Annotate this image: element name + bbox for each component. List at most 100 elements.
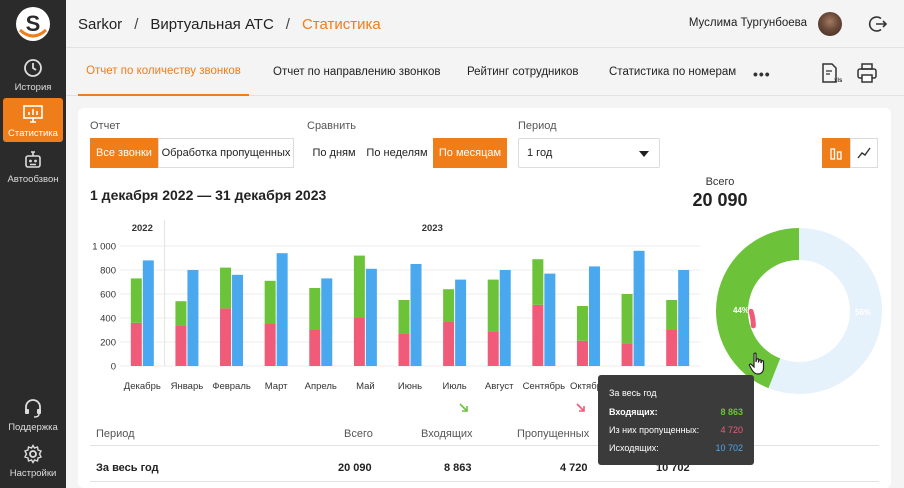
sidebar-item-history[interactable]: История bbox=[3, 52, 63, 96]
compare-by-weeks-button[interactable]: По неделям bbox=[361, 138, 433, 168]
bar-missed bbox=[353, 318, 365, 366]
bar-outgoing bbox=[499, 270, 511, 366]
report-all-calls-button[interactable]: Все звонки bbox=[90, 138, 158, 168]
bar-incoming bbox=[130, 278, 142, 323]
cell-total: 20 090 bbox=[338, 462, 372, 474]
donut-slice-outgoing bbox=[768, 228, 882, 394]
y-tick-label: 1 000 bbox=[92, 242, 116, 253]
tooltip-value: 8 863 bbox=[720, 407, 743, 417]
donut-incoming-percent: 44% bbox=[733, 306, 749, 315]
tooltip-row-missed: Из них пропущенных: 4 720 bbox=[609, 425, 743, 435]
missed-arrow-icon bbox=[576, 403, 585, 412]
bar-outgoing bbox=[588, 266, 600, 366]
x-tick-label: Май bbox=[356, 381, 375, 392]
header: Sarkor / Виртуальная АТС / Статистика Му… bbox=[66, 0, 904, 48]
bar-missed bbox=[532, 304, 544, 366]
statistics-card: Отчет Все звонки Обработка пропущенных С… bbox=[78, 108, 891, 488]
sidebar-item-support[interactable]: Поддержка bbox=[3, 392, 63, 436]
tooltip-row-incoming: Входящих: 8 863 bbox=[609, 407, 743, 417]
breadcrumb-item-company[interactable]: Sarkor bbox=[78, 15, 123, 33]
compare-by-days-button[interactable]: По дням bbox=[307, 138, 361, 168]
x-tick-label: Сентябрь bbox=[523, 381, 566, 392]
bar-incoming bbox=[398, 300, 410, 334]
sidebar-item-label: Автообзвон bbox=[7, 174, 59, 185]
more-tabs-button[interactable]: ••• bbox=[753, 66, 771, 82]
user-name[interactable]: Муслима Тургунбоева bbox=[688, 17, 807, 29]
table-header: Период Всего Входящих Пропущенных bbox=[90, 414, 879, 446]
sidebar: S История Статистика Автообзвон Поддержк… bbox=[0, 0, 66, 488]
x-tick-label: Июль bbox=[442, 381, 466, 392]
bar-missed bbox=[398, 333, 410, 366]
bar-outgoing bbox=[187, 270, 199, 366]
sidebar-item-settings[interactable]: Настройки bbox=[3, 438, 63, 482]
breadcrumb-separator: / bbox=[285, 15, 290, 33]
tooltip-title: За весь год bbox=[609, 388, 743, 398]
x-tick-label: Март bbox=[265, 381, 288, 392]
printer-icon[interactable] bbox=[856, 62, 878, 84]
bar-view-button[interactable] bbox=[822, 138, 850, 168]
y-tick-label: 200 bbox=[100, 338, 116, 349]
header-incoming: Входящих bbox=[421, 428, 473, 440]
sarkor-logo-icon[interactable]: S bbox=[15, 6, 51, 42]
donut-center: Всего 20 090 bbox=[690, 176, 750, 211]
robot-icon bbox=[22, 149, 44, 171]
bar-outgoing bbox=[321, 278, 333, 366]
tooltip-label: Из них пропущенных: bbox=[609, 425, 700, 435]
x-tick-label: Февраль bbox=[212, 381, 251, 392]
bar-incoming bbox=[264, 280, 276, 324]
headset-icon bbox=[22, 397, 44, 419]
sidebar-item-label: Статистика bbox=[8, 128, 58, 139]
bar-incoming bbox=[621, 294, 633, 344]
hand-cursor-icon bbox=[748, 352, 765, 375]
tab-employee-rating[interactable]: Рейтинг сотрудников bbox=[467, 66, 579, 78]
cell-period: За весь год bbox=[96, 462, 159, 474]
bar-outgoing bbox=[365, 268, 377, 366]
sidebar-item-autodial[interactable]: Автообзвон bbox=[3, 144, 63, 188]
report-filter-label: Отчет bbox=[90, 120, 121, 132]
tab-number-stats[interactable]: Статистика по номерам bbox=[609, 66, 737, 78]
sidebar-item-label: История bbox=[14, 82, 52, 93]
bar-missed bbox=[666, 330, 678, 366]
tab-call-direction[interactable]: Отчет по направлению звонков bbox=[273, 66, 441, 78]
bar-incoming bbox=[443, 289, 455, 322]
line-chart-icon bbox=[857, 147, 871, 159]
x-tick-label: Январь bbox=[171, 381, 204, 392]
bar-missed bbox=[576, 340, 588, 366]
date-range-title: 1 декабря 2022 — 31 декабря 2023 bbox=[90, 187, 327, 203]
report-missed-processing-button[interactable]: Обработка пропущенных bbox=[158, 138, 294, 168]
bar-missed bbox=[487, 331, 499, 366]
bar-outgoing bbox=[455, 279, 467, 366]
tab-call-count[interactable]: Отчет по количеству звонков bbox=[78, 48, 249, 96]
sidebar-item-label: Настройки bbox=[9, 468, 57, 479]
bar-incoming bbox=[309, 288, 321, 330]
xls-export-icon[interactable]: xls bbox=[820, 62, 842, 84]
bar-outgoing bbox=[544, 273, 556, 366]
bar-missed bbox=[309, 330, 321, 366]
tooltip-value: 4 720 bbox=[720, 425, 743, 435]
bar-incoming bbox=[220, 267, 232, 309]
bar-outgoing bbox=[410, 264, 422, 366]
sidebar-item-label: Поддержка bbox=[8, 422, 58, 433]
breadcrumb: Sarkor / Виртуальная АТС / Статистика bbox=[78, 0, 381, 48]
x-tick-label: Апрель bbox=[305, 381, 337, 392]
period-select[interactable]: 1 год bbox=[518, 138, 660, 168]
donut-total-value: 20 090 bbox=[692, 190, 748, 210]
logout-icon[interactable] bbox=[868, 14, 888, 34]
gear-icon bbox=[22, 443, 44, 465]
line-view-button[interactable] bbox=[850, 138, 878, 168]
bar-incoming bbox=[532, 259, 544, 305]
incoming-arrow-icon bbox=[459, 403, 468, 412]
bar-outgoing bbox=[276, 253, 288, 366]
tooltip-title-text: За весь год bbox=[609, 388, 657, 398]
tooltip-label: Исходящих: bbox=[609, 443, 659, 453]
sidebar-item-statistics[interactable]: Статистика bbox=[3, 98, 63, 142]
bar-incoming bbox=[666, 300, 678, 330]
avatar[interactable] bbox=[818, 12, 842, 36]
table-row: За весь год 20 090 8 863 4 720 10 702 bbox=[90, 448, 879, 482]
y-tick-label: 800 bbox=[100, 266, 116, 277]
y-tick-label: 0 bbox=[111, 362, 116, 373]
cell-incoming: 8 863 bbox=[444, 462, 472, 474]
breadcrumb-item-pbx[interactable]: Виртуальная АТС bbox=[150, 15, 274, 33]
compare-by-months-button[interactable]: По месяцам bbox=[433, 138, 507, 168]
cell-missed: 4 720 bbox=[560, 462, 588, 474]
